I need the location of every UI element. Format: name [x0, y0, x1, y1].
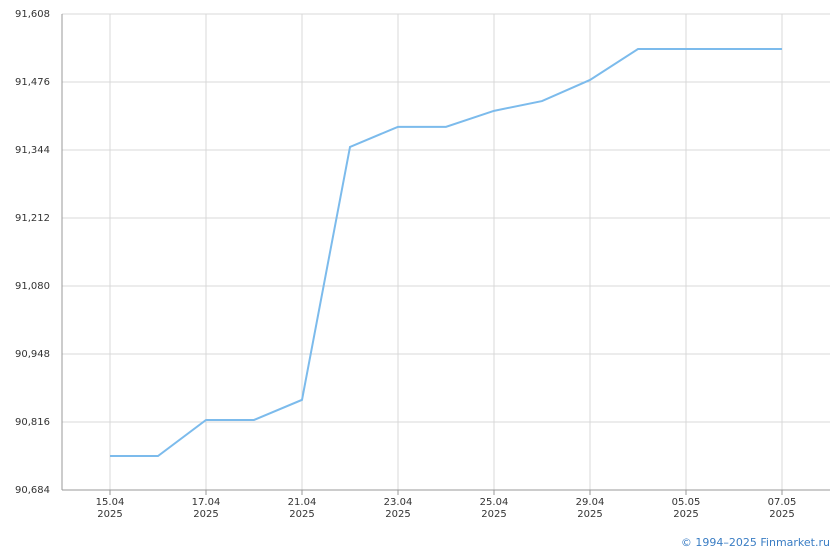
x-tick-label: 21.04: [288, 497, 317, 508]
y-tick-label: 91,344: [15, 145, 50, 156]
x-tick-label: 29.04: [576, 497, 605, 508]
footer-copyright[interactable]: © 1994–2025 Finmarket.ru: [681, 536, 830, 549]
x-tick-label: 2025: [577, 509, 602, 520]
y-tick-label: 91,476: [15, 77, 50, 88]
y-tick-label: 91,608: [15, 9, 50, 20]
x-tick-label: 07.05: [768, 497, 797, 508]
y-tick-label: 90,684: [15, 485, 50, 496]
x-tick-label: 15.04: [96, 497, 125, 508]
x-tick-label: 25.04: [480, 497, 509, 508]
x-tick-label: 2025: [385, 509, 410, 520]
y-tick-label: 90,816: [15, 417, 50, 428]
y-tick-label: 91,080: [15, 281, 50, 292]
x-tick-label: 2025: [193, 509, 218, 520]
x-tick-label: 17.04: [192, 497, 221, 508]
x-tick-label: 2025: [97, 509, 122, 520]
x-tick-label: 05.05: [672, 497, 701, 508]
x-tick-label: 2025: [289, 509, 314, 520]
y-tick-label: 91,212: [15, 213, 50, 224]
x-tick-label: 2025: [673, 509, 698, 520]
x-tick-label: 2025: [769, 509, 794, 520]
line-series: [110, 48, 782, 457]
y-tick-label: 90,948: [15, 349, 50, 360]
x-tick-label: 23.04: [384, 497, 413, 508]
x-tick-label: 2025: [481, 509, 506, 520]
